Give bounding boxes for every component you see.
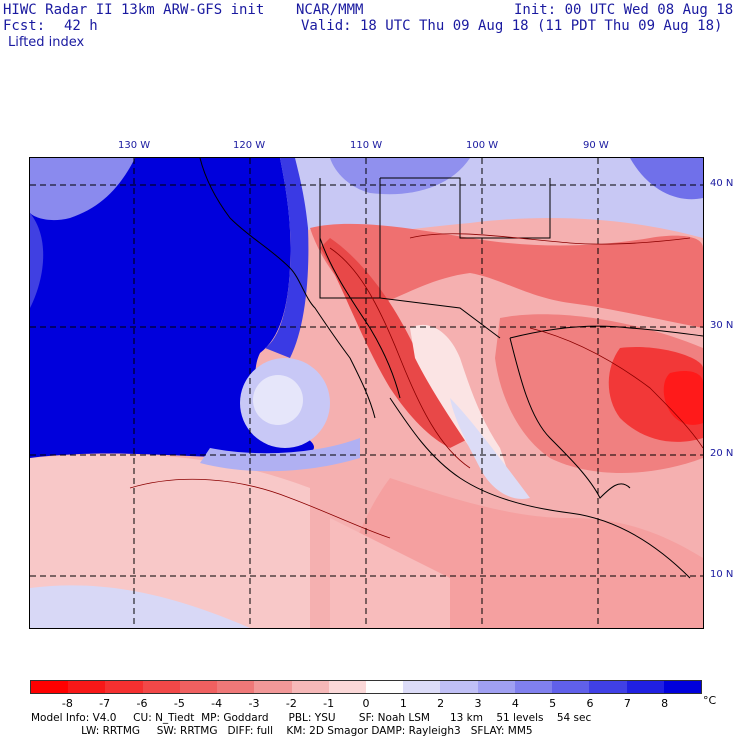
colorbar-swatch [365,681,404,693]
field-name: Lifted index [8,35,85,50]
colorbar-tick-label: -7 [99,697,111,710]
west-edge-band [30,213,44,308]
state-borders-central [380,177,551,239]
colorbar-swatch [217,681,255,693]
colorbar-tick-label: 0 [362,697,370,710]
colorbar-swatch [291,681,329,693]
colorbar-swatch [552,681,590,693]
colorbar-swatch [403,681,441,693]
lon-label-90w: 90 W [583,140,609,151]
colorbar-swatch [663,681,701,693]
valid-time: Valid: 18 UTC Thu 09 Aug 18 (11 PDT Thu … [301,18,723,34]
sierra-madre-unstable [320,238,470,448]
colorbar-tick-label: 1 [399,697,407,710]
northern-stable-area [200,158,703,238]
mexico-pacific-coast [389,397,691,579]
colorbar-tick-label: 7 [623,697,631,710]
colorbar-swatch [477,681,515,693]
southern-ocean-light [30,454,310,628]
contour-3 [529,327,703,449]
colorbar-tick-label: 8 [661,697,669,710]
colorbar-tick-label: -8 [61,697,73,710]
colorbar-tick-label: -1 [323,697,335,710]
lon-label-120w: 120 W [233,140,266,151]
model-info-line2: LW: RRTMG SW: RRTMG DIFF: full KM: 2D Sm… [31,725,533,737]
central-mexico-stable [450,398,530,499]
lon-label-110w: 110 W [350,140,383,151]
lat-label-40n: 40 N [710,178,734,189]
colorbar-swatch [142,681,180,693]
lat-label-30n: 30 N [710,320,734,331]
lifted-index-map [29,157,704,629]
colorbar-tick-label: 6 [586,697,594,710]
colorbar-tick-label: -3 [248,697,260,710]
colorbar-swatch [68,681,106,693]
cyclone-inner [253,375,303,425]
colorbar-tick-label: 4 [511,697,519,710]
colorbar-tick-label: 5 [549,697,557,710]
colorbar-tick-label: 2 [437,697,445,710]
title-org: NCAR/MMM [296,2,364,18]
colorbar-swatch [254,681,292,693]
pacific-itcz-light [330,518,450,628]
lon-label-130w: 130 W [118,140,151,151]
contour-1 [129,478,391,539]
graticule [30,158,703,628]
lat-label-20n: 20 N [710,448,734,459]
colorbar-swatch [105,681,143,693]
nw-swirl [30,158,135,221]
title-model: HIWC Radar II 13km ARW-GFS init [3,2,265,18]
title-init: Init: 00 UTC Wed 08 Aug 18 [514,2,734,18]
colorbar-swatch [626,681,664,693]
colorbar-tick-label: 3 [474,697,482,710]
colorbar-tick-label: -4 [211,697,223,710]
pacific-coast [199,158,376,419]
colorbar-tick-label: -2 [285,697,297,710]
colorbar-swatch [514,681,553,693]
contours [129,233,703,539]
lat-label-10n: 10 N [710,569,734,580]
colorbar-swatch [179,681,218,693]
lon-label-100w: 100 W [466,140,499,151]
baja-coast [319,237,401,399]
pacific-stable-core [30,158,314,458]
colorbar-tick-label: -5 [173,697,185,710]
forecast-label: Fcst: [3,18,46,34]
colorbar-swatch [589,681,627,693]
contour-2 [329,247,471,469]
colorbar-swatch [440,681,478,693]
ne-stable [630,158,703,200]
model-info-line1: Model Info: V4.0 CU: N_Tiedt MP: Goddard… [31,712,592,724]
sw-corner-stable [30,585,250,628]
gulf-coast-mexico [509,337,631,499]
colorbar [30,680,702,694]
southwest-unstable-band [310,223,703,328]
us-mexico-border [379,297,501,339]
colorbar-unit: °C [703,694,717,707]
contour-4 [409,233,691,245]
coastlines [199,158,703,579]
state-borders-west [319,178,381,299]
map-svg [30,158,703,628]
coastal-gradient [265,158,309,358]
colorbar-swatch [328,681,366,693]
colorbar-tick-label: -6 [136,697,148,710]
gulf-max-unstable [663,371,703,425]
colorbar-swatch [31,681,69,693]
forecast-hour: 42 h [64,18,98,34]
